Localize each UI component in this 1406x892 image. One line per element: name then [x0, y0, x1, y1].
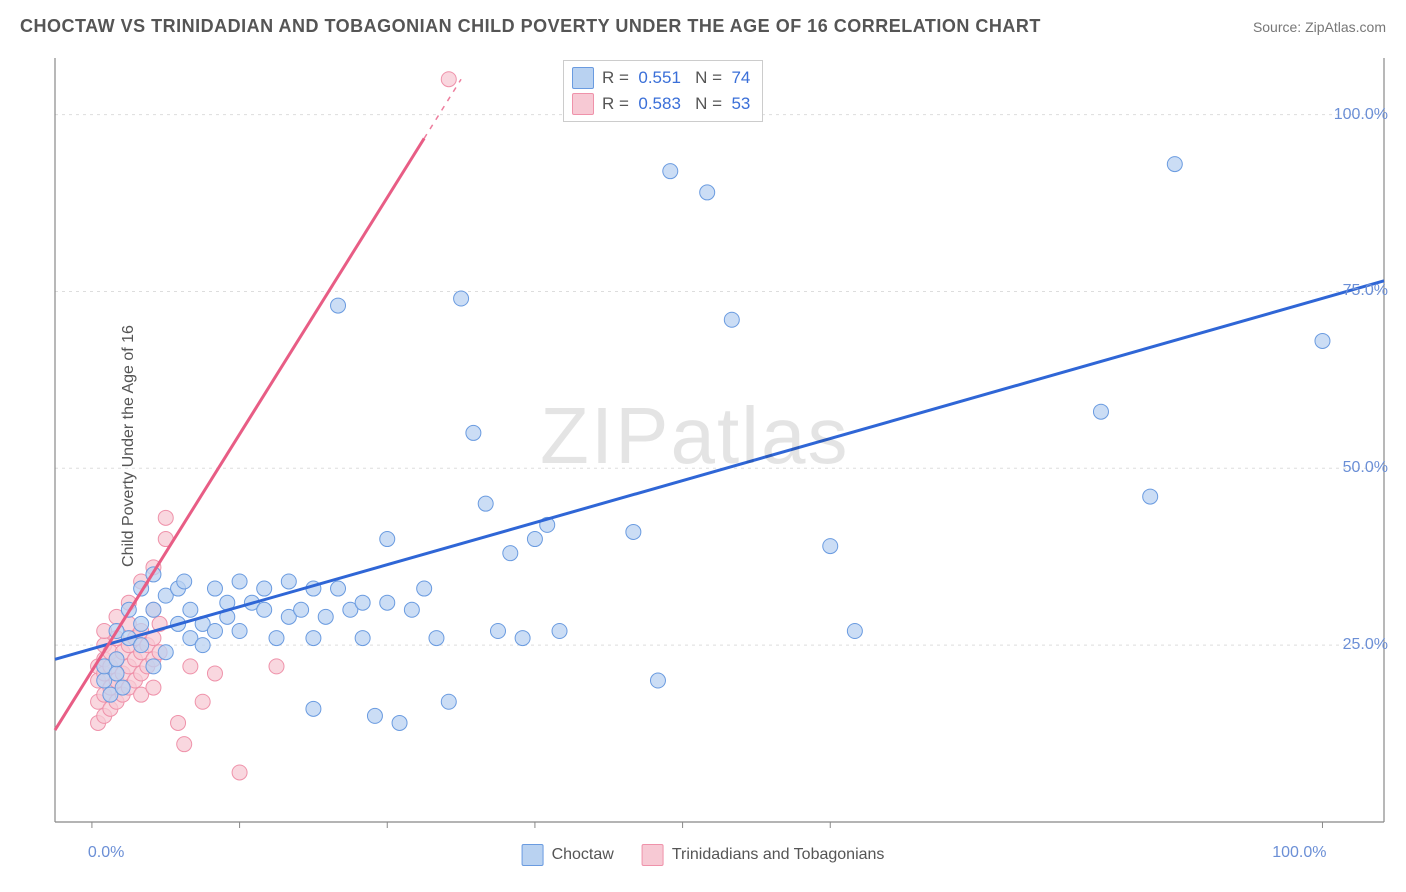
legend-item: Choctaw	[522, 844, 614, 866]
stats-row: R = 0.551 N = 74	[564, 65, 762, 91]
legend-item: Trinidadians and Tobagonians	[642, 844, 885, 866]
legend-swatch	[642, 844, 664, 866]
x-tick-label: 0.0%	[88, 844, 124, 862]
stats-swatch	[572, 93, 594, 115]
y-tick-label: 25.0%	[1343, 636, 1388, 654]
stats-text: R = 0.551 N = 74	[602, 68, 750, 88]
correlation-stats-box: R = 0.551 N = 74 R = 0.583 N = 53	[563, 60, 763, 122]
legend-swatch	[522, 844, 544, 866]
y-tick-label: 50.0%	[1343, 459, 1388, 477]
y-tick-label: 100.0%	[1334, 106, 1388, 124]
legend: Choctaw Trinidadians and Tobagonians	[522, 844, 885, 866]
stats-row: R = 0.583 N = 53	[564, 91, 762, 117]
plot-container	[0, 0, 1406, 892]
stats-text: R = 0.583 N = 53	[602, 94, 750, 114]
stats-swatch	[572, 67, 594, 89]
x-tick-label: 100.0%	[1272, 844, 1326, 862]
legend-label: Choctaw	[552, 846, 614, 863]
y-tick-label: 75.0%	[1343, 282, 1388, 300]
legend-label: Trinidadians and Tobagonians	[672, 846, 885, 863]
scatter-chart	[0, 0, 1406, 892]
